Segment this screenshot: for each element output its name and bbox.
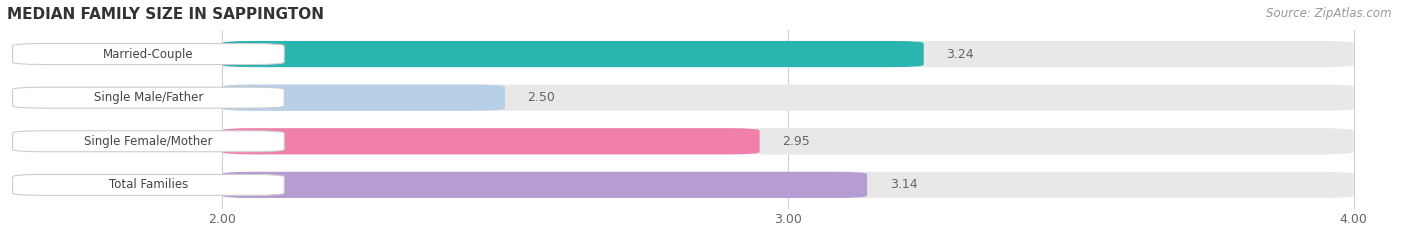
Text: Single Male/Father: Single Male/Father [94,91,202,104]
Text: MEDIAN FAMILY SIZE IN SAPPINGTON: MEDIAN FAMILY SIZE IN SAPPINGTON [7,7,323,22]
Text: Source: ZipAtlas.com: Source: ZipAtlas.com [1267,7,1392,20]
FancyBboxPatch shape [222,85,505,111]
Text: Total Families: Total Families [108,178,188,191]
FancyBboxPatch shape [222,172,868,198]
FancyBboxPatch shape [222,172,1354,198]
FancyBboxPatch shape [222,128,1354,154]
FancyBboxPatch shape [13,131,284,152]
FancyBboxPatch shape [222,85,1354,111]
FancyBboxPatch shape [13,175,284,195]
FancyBboxPatch shape [222,128,759,154]
FancyBboxPatch shape [13,44,284,65]
Text: 3.14: 3.14 [890,178,917,191]
FancyBboxPatch shape [222,41,1354,67]
FancyBboxPatch shape [222,41,924,67]
Text: Married-Couple: Married-Couple [103,48,194,61]
FancyBboxPatch shape [13,87,284,108]
Text: Single Female/Mother: Single Female/Mother [84,135,212,148]
Text: 3.24: 3.24 [946,48,974,61]
Text: 2.50: 2.50 [527,91,555,104]
Text: 2.95: 2.95 [782,135,810,148]
